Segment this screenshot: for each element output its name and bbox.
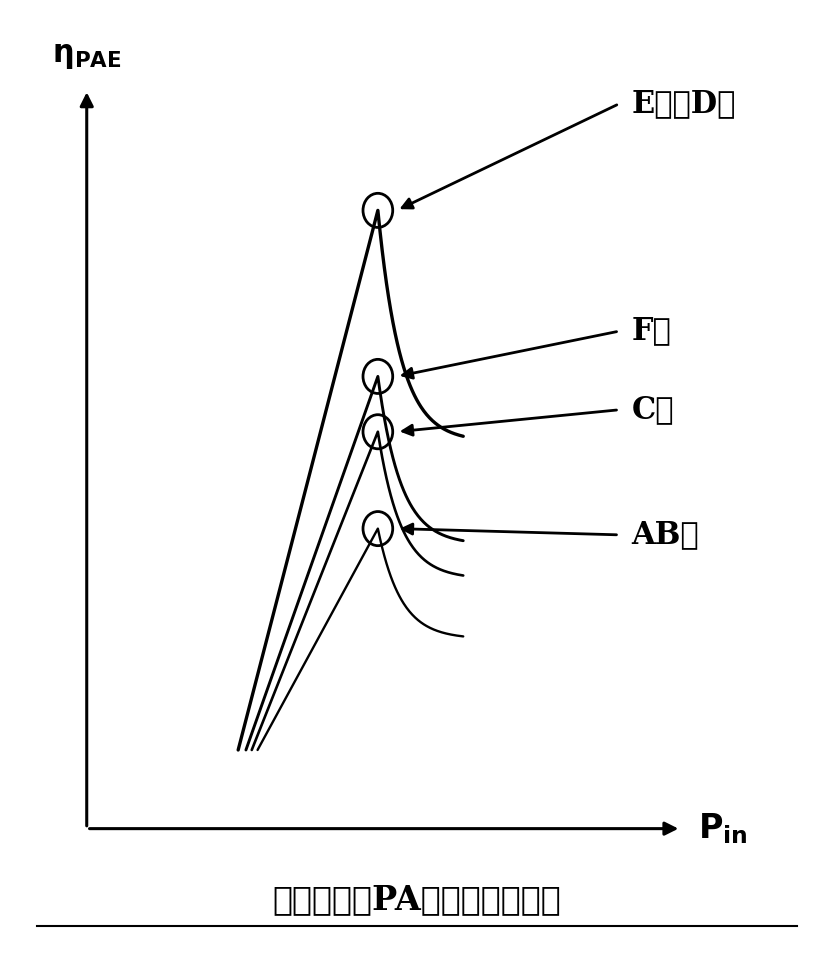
Text: F类: F类 <box>631 315 671 347</box>
Text: $\mathbf{P_{in}}$: $\mathbf{P_{in}}$ <box>698 812 747 846</box>
Text: E类，D类: E类，D类 <box>631 88 736 120</box>
Text: C类: C类 <box>631 394 674 425</box>
Text: $\mathbf{\eta_{PAE}}$: $\mathbf{\eta_{PAE}}$ <box>52 41 122 71</box>
Text: 按照拓扑的PA的理论峰值效率: 按照拓扑的PA的理论峰值效率 <box>273 883 561 916</box>
Text: AB类: AB类 <box>631 519 699 551</box>
